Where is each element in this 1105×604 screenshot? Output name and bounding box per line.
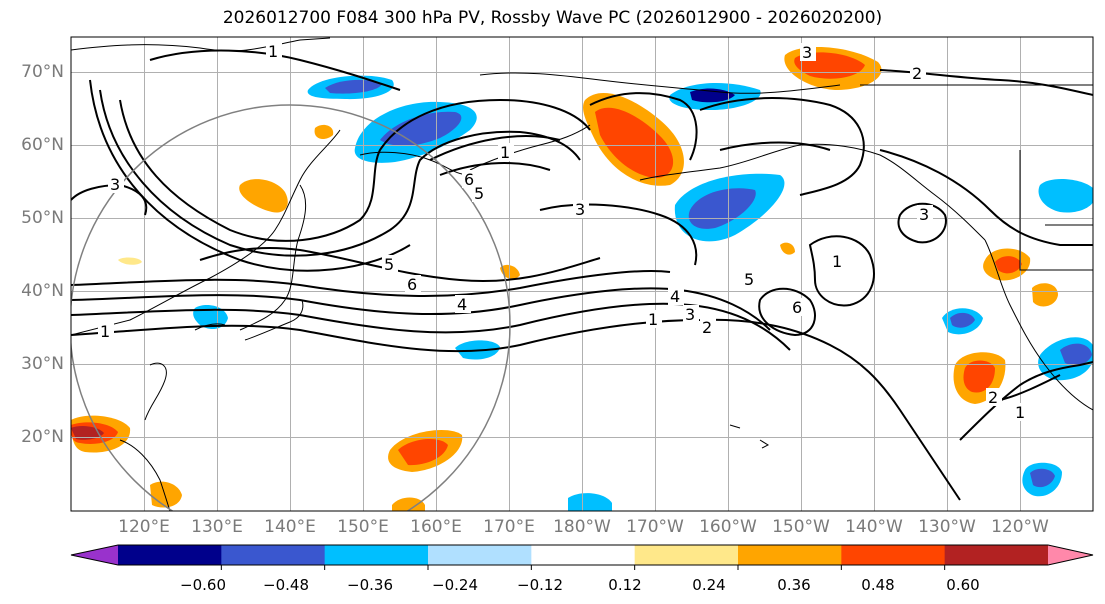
map-plot-area: 1 2 1 6 5 3 3 3 6 5 4 5 6 1 [71, 37, 1093, 511]
colorbar-segment [221, 545, 326, 565]
colorbar-segment [118, 545, 222, 565]
contour-label: 1 [100, 322, 110, 341]
contour-label: 2 [988, 388, 998, 407]
colorbar-tick-label: −0.36 [347, 576, 393, 594]
lat-label-50n: 50°N [21, 208, 64, 228]
lon-label: 170°W [626, 517, 684, 537]
map-title: 2026012700 F084 300 hPa PV, Rossby Wave … [222, 8, 883, 28]
lon-label: 170°E [483, 517, 535, 537]
colorbar-tick-label: 0.36 [777, 576, 811, 594]
lon-label: 120°W [991, 517, 1049, 537]
contour-label: 2 [702, 318, 712, 337]
contour-label: 2 [912, 64, 922, 83]
lat-label-20n: 20°N [21, 427, 64, 447]
contour-label: 3 [575, 200, 585, 219]
contour-label: 3 [802, 43, 812, 62]
contour-label: 4 [457, 295, 467, 314]
lon-label: 160°E [410, 517, 462, 537]
colorbar-tick-label: 0.48 [861, 576, 895, 594]
contour-label: 1 [268, 42, 278, 61]
lat-label-70n: 70°N [21, 62, 64, 82]
colorbar-segment [738, 545, 842, 565]
contour-label: 6 [792, 298, 802, 317]
contour-label: 3 [110, 175, 120, 194]
pv-anomaly-shading [71, 46, 1093, 511]
lon-label: 150°E [337, 517, 389, 537]
lat-label-40n: 40°N [21, 281, 64, 301]
colorbar [70, 544, 1094, 570]
contour-label: 5 [474, 184, 484, 203]
colorbar-extension-low [71, 545, 118, 565]
lon-label: 150°W [772, 517, 830, 537]
colorbar-segments [118, 545, 1049, 565]
lon-label: 130°W [918, 517, 976, 537]
colorbar-segment [531, 545, 636, 565]
contour-label: 3 [919, 205, 929, 224]
contour-label: 5 [384, 255, 394, 274]
lon-label: 160°W [699, 517, 757, 537]
colorbar-segment [324, 545, 429, 565]
contour-label: 3 [685, 305, 695, 324]
contour-label: 1 [832, 252, 842, 271]
lon-label: 120°E [118, 517, 170, 537]
colorbar-segment [841, 545, 946, 565]
colorbar-segment [634, 545, 739, 565]
lat-label-60n: 60°N [21, 135, 64, 155]
contour-label: 1 [648, 310, 658, 329]
colorbar-segment [428, 545, 532, 565]
colorbar-tick-label: 0.12 [608, 576, 642, 594]
contour-label: 1 [500, 143, 510, 162]
contour-label: 6 [464, 170, 474, 189]
contour-label: 5 [744, 270, 754, 289]
lon-label: 140°E [264, 517, 316, 537]
contour-label: 1 [1015, 403, 1025, 422]
colorbar-tick-label: −0.12 [517, 576, 563, 594]
lon-label: 130°E [191, 517, 243, 537]
contour-labels: 1 2 1 6 5 3 3 3 6 5 4 5 6 1 [98, 42, 1029, 422]
map-frame [70, 36, 1094, 512]
colorbar-tick-label: 0.60 [946, 576, 980, 594]
lon-label: 140°W [845, 517, 903, 537]
lon-label: 180°W [553, 517, 611, 537]
lat-label-30n: 30°N [21, 354, 64, 374]
colorbar-tick-label: −0.48 [263, 576, 309, 594]
contour-label: 6 [407, 275, 417, 294]
pv-contours [71, 49, 1093, 501]
colorbar-tick-label: −0.24 [432, 576, 478, 594]
colorbar-tick-label: 0.24 [692, 576, 726, 594]
radius-circle [71, 104, 511, 511]
contour-label: 4 [670, 287, 680, 306]
colorbar-extension-high [1048, 545, 1093, 565]
colorbar-tick-label: −0.60 [180, 576, 226, 594]
colorbar-segment [944, 545, 1049, 565]
